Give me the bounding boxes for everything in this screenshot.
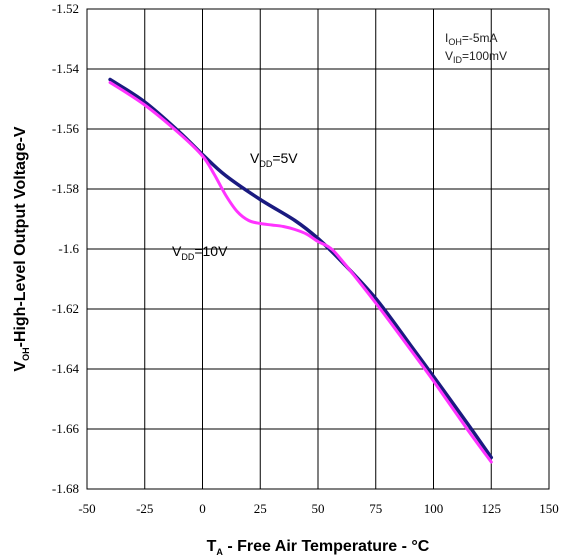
x-tick-label: 125 [482,501,502,516]
series-lines [108,77,493,464]
plot-frame [86,8,550,490]
series-label-vdd-10v: VDD=10V [172,243,228,262]
x-tick-label: -25 [136,501,153,516]
y-tick-label: -1.52 [52,1,79,16]
tick-labels: -50 -25 0 25 50 75 100 125 150 -1.52 -1.54 -1.56 -1.… [52,1,559,516]
condition-vid: VID=100mV [445,49,507,65]
y-tick-label: -1.56 [52,121,80,136]
y-tick-label: -1.64 [52,361,80,376]
y-axis-title: VOH-High-Level Output Voltage-V [12,126,31,372]
y-tick-label: -1.58 [52,181,79,196]
y-tick-label: -1.6 [58,241,79,256]
x-tick-label: -50 [78,501,95,516]
y-tick-label: -1.66 [52,421,80,436]
condition-ioh: IOH=-5mA [445,31,498,47]
x-tick-label: 25 [254,501,267,516]
x-tick-label: 150 [539,501,559,516]
x-tick-label: 100 [424,501,444,516]
x-tick-label: 50 [312,501,325,516]
y-tick-label: -1.54 [52,61,80,76]
series-label-vdd-5v: VDD=5V [250,150,298,169]
y-tick-label: -1.68 [52,481,79,496]
x-tick-label: 75 [369,501,382,516]
x-tick-label: 0 [199,501,206,516]
series-line-vdd-10v [108,81,493,464]
x-axis-title: TA - Free Air Temperature - °C [207,538,430,557]
y-tick-label: -1.62 [52,301,79,316]
